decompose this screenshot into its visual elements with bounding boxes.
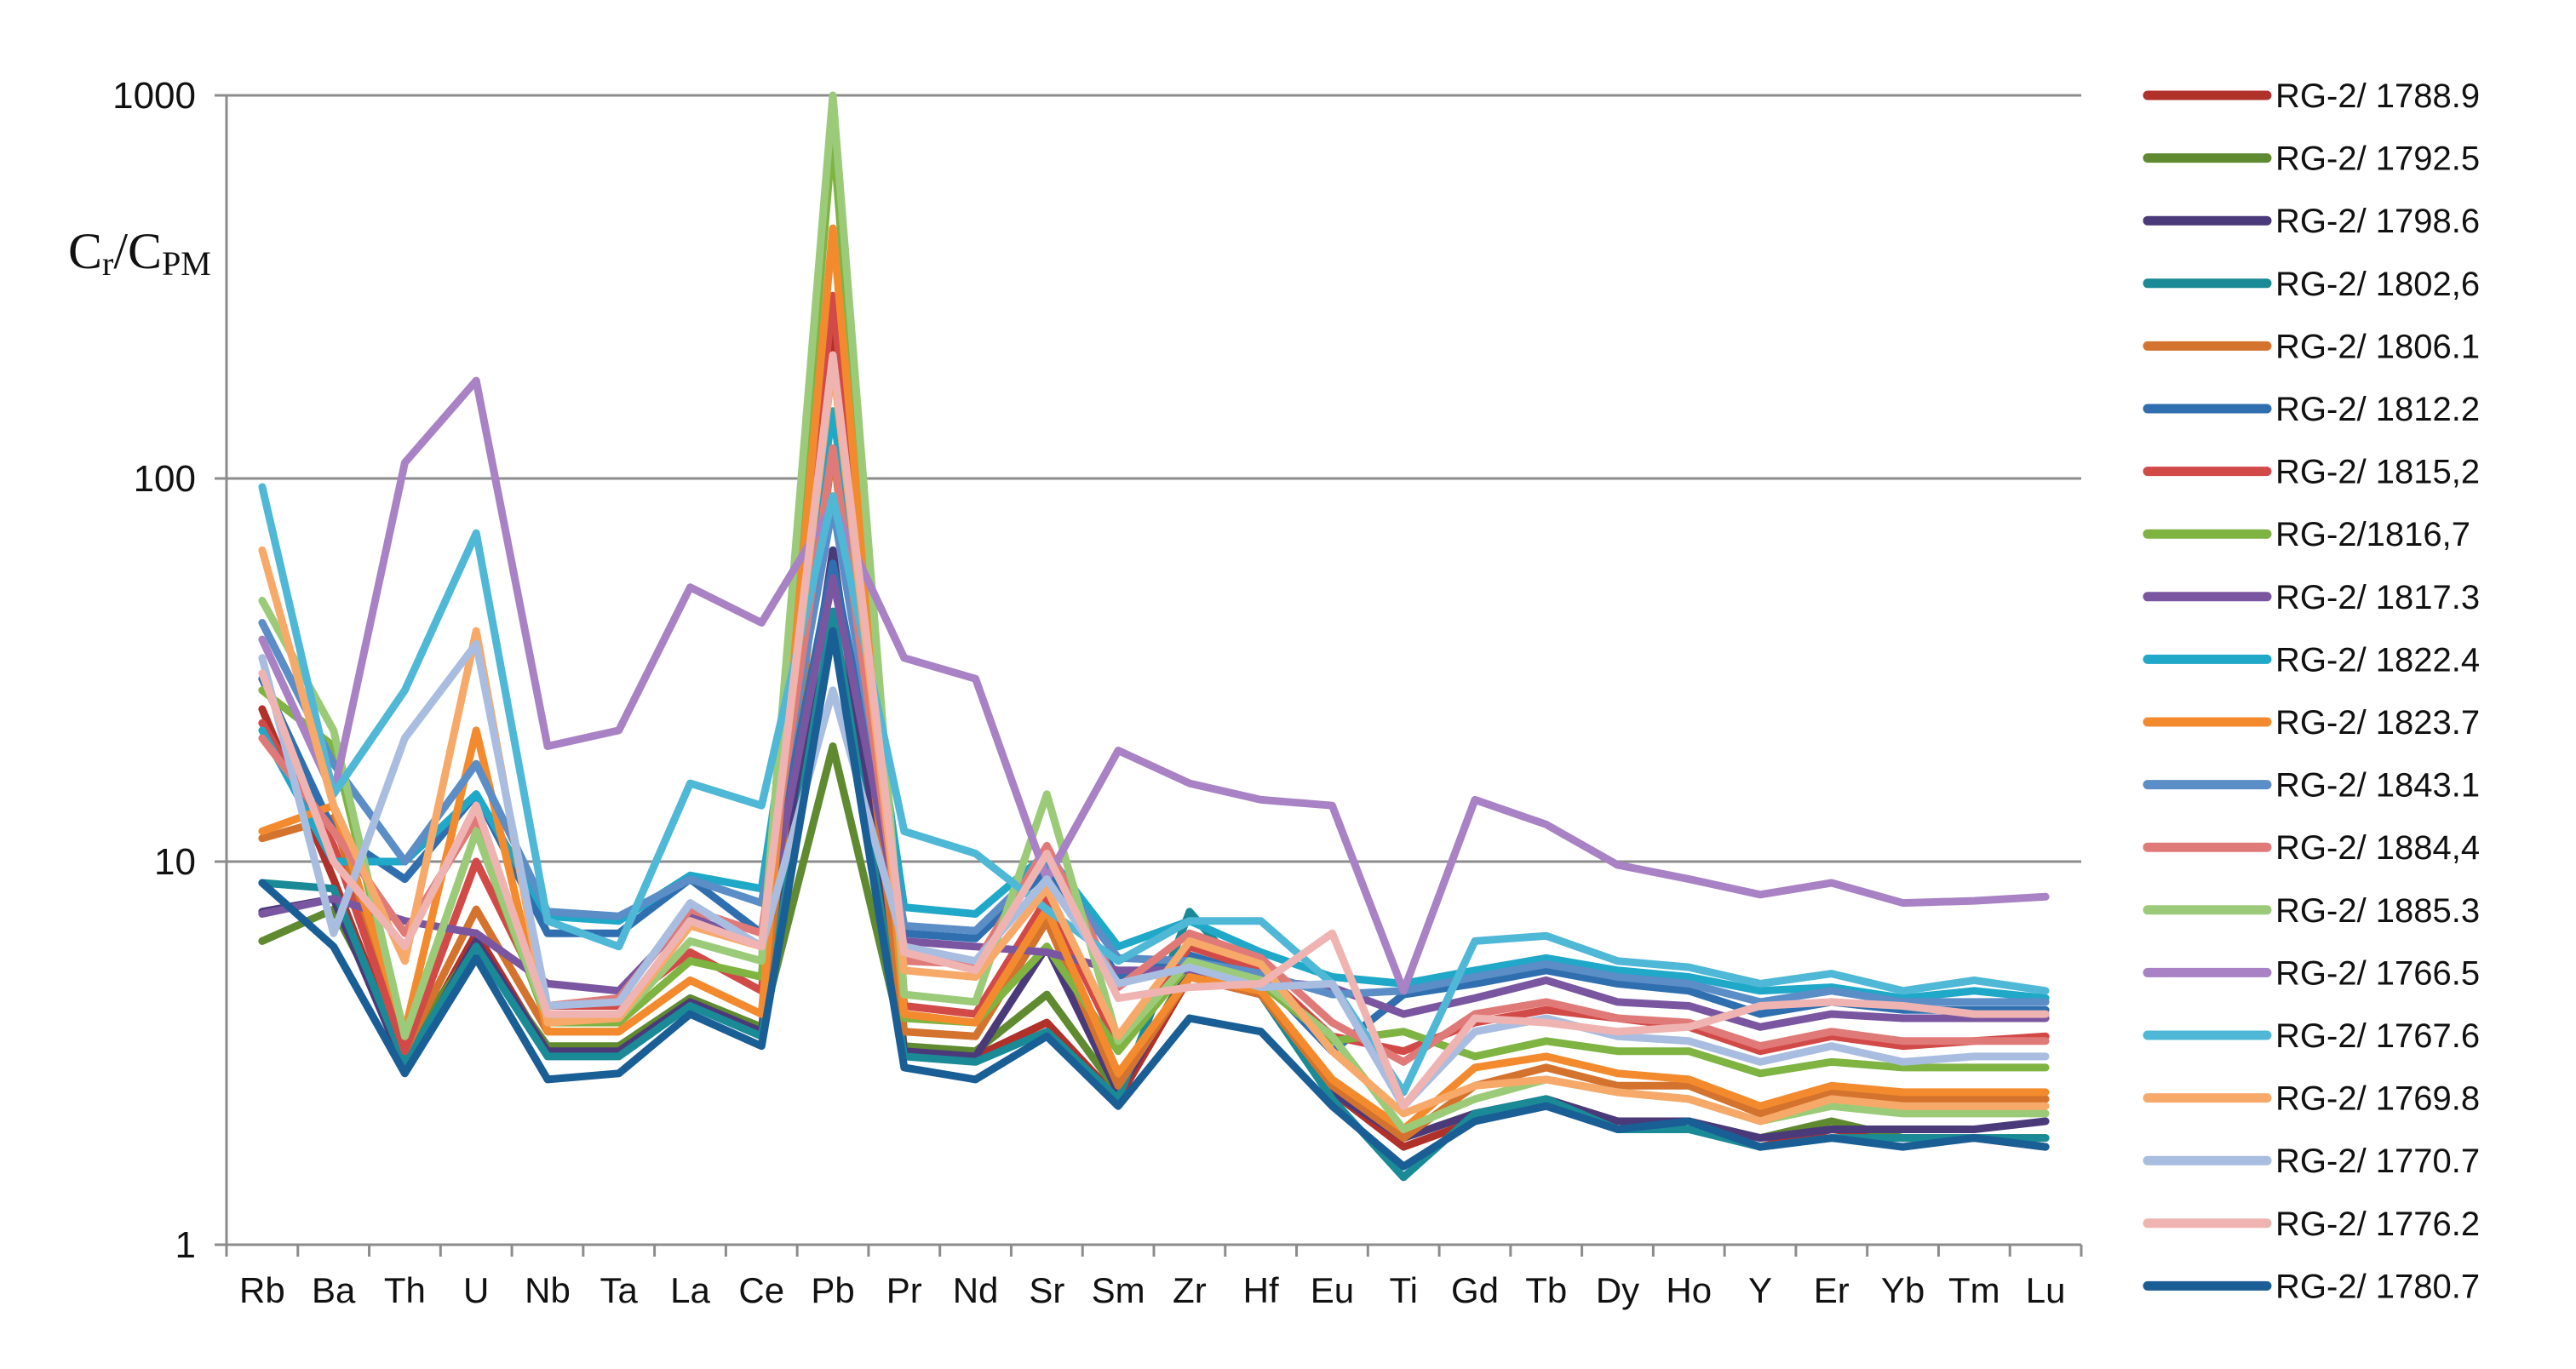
- x-tick-label: Gd: [1451, 1270, 1499, 1310]
- legend-label: RG-2/ 1769.8: [2275, 1080, 2480, 1118]
- x-tick-label: Rb: [239, 1270, 285, 1310]
- legend-item: RG-2/ 1802,6: [2143, 266, 2480, 303]
- axes: [215, 94, 2083, 1257]
- legend-item: RG-2/ 1798.6: [2143, 203, 2480, 240]
- x-tick-label: Y: [1748, 1270, 1772, 1310]
- legend-label: RG-2/ 1822.4: [2275, 641, 2480, 679]
- series-line-20: [258, 627, 2050, 1171]
- x-tick-label: Ta: [600, 1270, 639, 1310]
- legend-label: RG-2/ 1766.5: [2275, 954, 2480, 992]
- x-tick-label: Yb: [1881, 1270, 1925, 1310]
- legend-item: RG-2/ 1792.5: [2143, 140, 2480, 178]
- legend-item: RG-2/1816,7: [2143, 516, 2470, 553]
- legend-item: RG-2/ 1884,4: [2143, 829, 2480, 867]
- x-tick-label: Hf: [1243, 1270, 1279, 1310]
- legend-item: RG-2/ 1767.6: [2143, 1017, 2480, 1055]
- legend-item: RG-2/ 1817.3: [2143, 579, 2480, 616]
- x-tick-label: Sm: [1092, 1270, 1145, 1310]
- legend-label: RG-2/ 1817.3: [2275, 579, 2480, 616]
- series-line-17: [258, 359, 2050, 1126]
- y-axis-ticks: 1 10 100 1000: [112, 75, 196, 1266]
- legend-item: RG-2/ 1780.7: [2143, 1268, 2480, 1305]
- legend-label: RG-2/ 1776.2: [2275, 1206, 2480, 1243]
- legend-label: RG-2/ 1843.1: [2275, 767, 2480, 805]
- x-tick-label: Tm: [1948, 1270, 2000, 1310]
- series-line-10: [258, 407, 2050, 1002]
- legend-label: RG-2/ 1815,2: [2275, 454, 2480, 491]
- y-tick-label: 1: [175, 1224, 196, 1266]
- y-tick-label: 100: [134, 458, 196, 500]
- legend-item: RG-2/ 1788.9: [2143, 77, 2480, 115]
- legend-label: RG-2/ 1823.7: [2275, 704, 2480, 742]
- legend-label: RG-2/ 1788.9: [2275, 77, 2480, 115]
- x-tick-label: Lu: [2026, 1270, 2066, 1310]
- legend-label: RG-2/1816,7: [2275, 516, 2470, 553]
- x-tick-label: Ho: [1666, 1270, 1712, 1310]
- legend-label: RG-2/ 1770.7: [2275, 1143, 2480, 1180]
- legend-item: RG-2/ 1770.7: [2143, 1143, 2480, 1180]
- x-tick-label: Dy: [1596, 1270, 1639, 1310]
- x-tick-label: Pb: [811, 1270, 854, 1310]
- x-tick-label: Nd: [953, 1270, 999, 1310]
- x-tick-label: Zr: [1173, 1270, 1207, 1310]
- legend-label: RG-2/ 1780.7: [2275, 1268, 2480, 1305]
- legend-item: RG-2/ 1843.1: [2143, 767, 2480, 805]
- series-line-16: [258, 483, 2050, 1097]
- legend-item: RG-2/ 1822.4: [2143, 641, 2480, 679]
- x-tick-label: Th: [384, 1270, 426, 1310]
- legend-label: RG-2/ 1885.3: [2275, 892, 2480, 930]
- legend-item: RG-2/ 1812.2: [2143, 391, 2480, 428]
- legend-label: RG-2/ 1812.2: [2275, 391, 2480, 428]
- x-tick-label: Ti: [1389, 1270, 1417, 1310]
- legend-label: RG-2/ 1792.5: [2275, 140, 2480, 178]
- legend-item: RG-2/ 1823.7: [2143, 704, 2480, 742]
- legend: RG-2/ 1788.9 RG-2/ 1792.5 RG-2/ 1798.6 RG-2…: [2143, 77, 2480, 1305]
- y-tick-label: 1000: [112, 75, 196, 117]
- legend-item: RG-2/ 1776.2: [2143, 1206, 2480, 1243]
- y-tick-label: 10: [154, 841, 196, 883]
- series-line-18: [258, 639, 2050, 1110]
- legend-item: RG-2/ 1766.5: [2143, 954, 2480, 992]
- legend-item: RG-2/ 1885.3: [2143, 892, 2480, 930]
- x-tick-label: Tb: [1525, 1270, 1567, 1310]
- x-tick-label: Ba: [312, 1270, 356, 1310]
- series-line-11: [258, 224, 2050, 1133]
- series-lines: [258, 91, 2050, 1182]
- x-tick-label: Pr: [886, 1270, 922, 1310]
- legend-label: RG-2/ 1802,6: [2275, 266, 2480, 303]
- x-tick-label: La: [670, 1270, 710, 1310]
- legend-item: RG-2/ 1769.8: [2143, 1080, 2480, 1118]
- x-tick-label: Sr: [1029, 1270, 1064, 1310]
- x-tick-label: Ce: [738, 1270, 784, 1310]
- legend-label: RG-2/ 1798.6: [2275, 203, 2480, 240]
- series-line-19: [258, 351, 2050, 1110]
- x-tick-label: Eu: [1311, 1270, 1354, 1310]
- series-line-15: [258, 376, 2050, 995]
- x-tick-label: Er: [1814, 1270, 1850, 1310]
- legend-item: RG-2/ 1806.1: [2143, 328, 2480, 365]
- legend-label: RG-2/ 1767.6: [2275, 1017, 2480, 1055]
- x-axis-ticks: Rb Ba Th U Nb Ta La Ce Pb Pr Nd Sr Sm Zr Hf Eu Ti Gd Tb Dy H…: [239, 1270, 2065, 1310]
- legend-label: RG-2/ 1884,4: [2275, 829, 2480, 867]
- legend-item: RG-2/ 1815,2: [2143, 454, 2480, 491]
- x-tick-label: Nb: [525, 1270, 571, 1310]
- y-axis-label: Cr/CPM: [68, 223, 211, 283]
- legend-label: RG-2/ 1806.1: [2275, 328, 2480, 365]
- series-line-9: [258, 574, 2050, 1031]
- x-tick-label: U: [463, 1270, 489, 1310]
